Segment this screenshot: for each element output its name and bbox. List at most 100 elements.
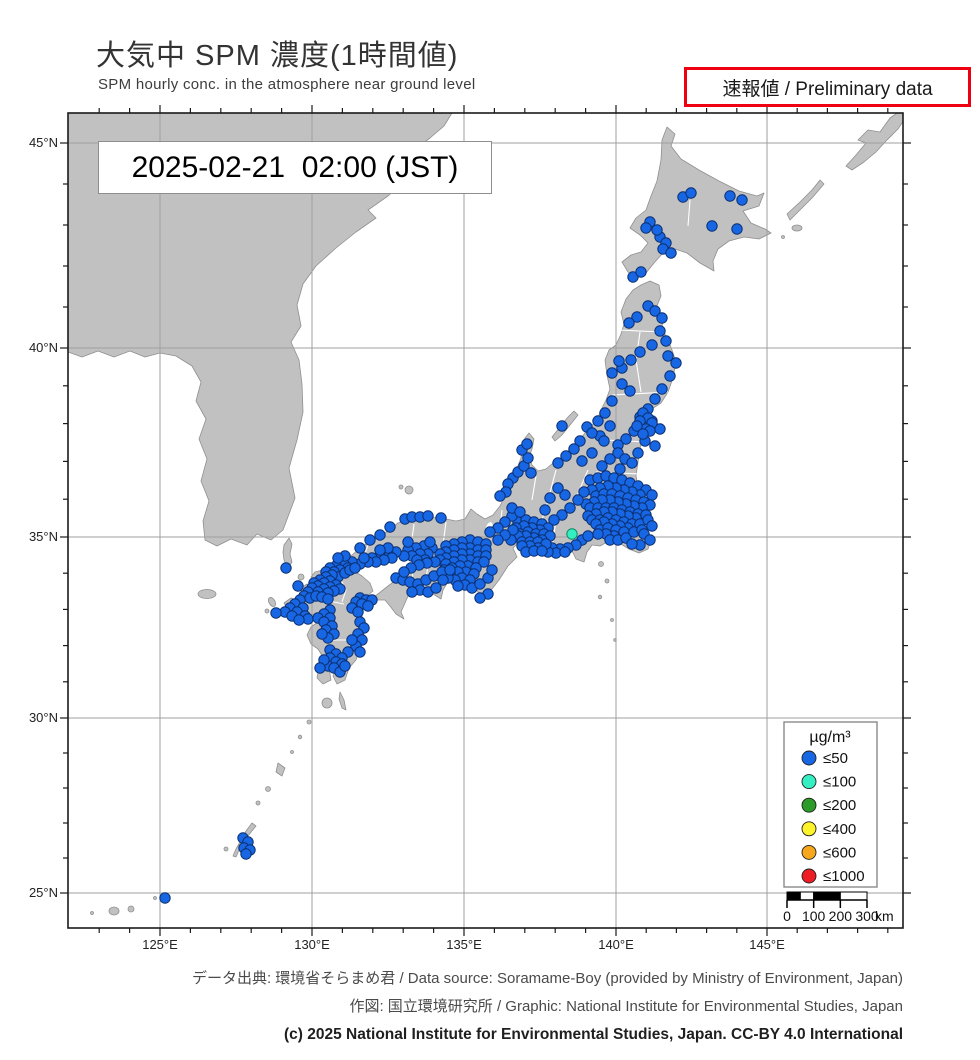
station-dot bbox=[631, 311, 643, 323]
station-dot bbox=[293, 614, 305, 626]
station-dot bbox=[384, 521, 396, 533]
lat-label: 25°N bbox=[29, 885, 58, 900]
station-dot bbox=[582, 530, 594, 542]
legend: µg/m³ ≤50 ≤100 ≤200 ≤400 ≤600 ≤1000 bbox=[783, 721, 878, 888]
station-dot bbox=[660, 335, 672, 347]
station-dot bbox=[599, 407, 611, 419]
station-dot bbox=[560, 450, 572, 462]
legend-box bbox=[783, 721, 878, 888]
legend-item-label: ≤1000 bbox=[823, 868, 865, 885]
legend-dot bbox=[801, 868, 817, 884]
station-dot bbox=[626, 538, 638, 550]
station-dot bbox=[478, 556, 490, 568]
station-dot bbox=[474, 592, 486, 604]
station-dot bbox=[623, 317, 635, 329]
station-dot bbox=[364, 534, 376, 546]
landmass-tokunoshima bbox=[265, 786, 271, 792]
station-dot bbox=[654, 325, 666, 337]
station-dot bbox=[292, 580, 304, 592]
station-dot bbox=[346, 634, 358, 646]
preliminary-data-badge: 速報値 / Preliminary data bbox=[684, 67, 971, 107]
station-dot bbox=[576, 455, 588, 467]
station-dot bbox=[656, 383, 668, 395]
landmass-amami bbox=[275, 762, 286, 777]
station-dot bbox=[402, 536, 414, 548]
station-dot bbox=[651, 224, 663, 236]
station-dot bbox=[444, 564, 456, 576]
station-dot bbox=[640, 222, 652, 234]
landmass-hokkaido bbox=[621, 126, 772, 278]
scalebar-segment bbox=[839, 891, 868, 901]
station-dot bbox=[635, 266, 647, 278]
station-dot bbox=[620, 433, 632, 445]
station-dot bbox=[574, 435, 586, 447]
station-dot bbox=[552, 457, 564, 469]
station-dot bbox=[606, 395, 618, 407]
station-dot bbox=[332, 552, 344, 564]
station-dot bbox=[354, 646, 366, 658]
landmass-shikotan bbox=[791, 224, 803, 232]
station-dot bbox=[452, 580, 464, 592]
landmass-oki2 bbox=[398, 484, 404, 490]
legend-item-label: ≤100 bbox=[823, 774, 856, 791]
scalebar-segment bbox=[786, 891, 801, 901]
scalebar-tick-label: 0 bbox=[783, 908, 791, 924]
landmass-habomai bbox=[781, 235, 785, 239]
station-dot bbox=[566, 528, 578, 540]
station-dot bbox=[604, 420, 616, 432]
stations-le50 bbox=[159, 187, 748, 904]
page-title: 大気中 SPM 濃度(1時間値) bbox=[96, 40, 459, 72]
legend-dot bbox=[801, 844, 817, 860]
lat-label: 40°N bbox=[29, 340, 58, 355]
station-dot bbox=[706, 220, 718, 232]
station-dot bbox=[358, 552, 370, 564]
landmass-ishigaki bbox=[127, 905, 135, 913]
scalebar-tick-label: 300 bbox=[855, 908, 879, 924]
landmass-iki bbox=[297, 573, 305, 581]
station-dot bbox=[559, 546, 571, 558]
lat-label: 30°N bbox=[29, 710, 58, 725]
lon-label: 135°E bbox=[446, 937, 482, 952]
axis-ticks bbox=[60, 105, 911, 936]
lon-label: 130°E bbox=[294, 937, 330, 952]
scalebar-tick-label: 200 bbox=[829, 908, 853, 924]
footer-graphic-credit: 作図: 国立環境研究所 / Graphic: National Institut… bbox=[349, 998, 903, 1015]
station-dot bbox=[598, 435, 610, 447]
station-dot bbox=[556, 509, 568, 521]
legend-item-label: ≤200 bbox=[823, 797, 856, 814]
station-dot bbox=[578, 486, 590, 498]
landmass-izu4 bbox=[610, 618, 614, 622]
station-dot bbox=[646, 339, 658, 351]
station-dot bbox=[685, 187, 697, 199]
station-dot bbox=[422, 510, 434, 522]
landmass-goto bbox=[267, 597, 277, 607]
station-dot bbox=[736, 194, 748, 206]
station-dot bbox=[521, 438, 533, 450]
station-dot bbox=[548, 514, 560, 526]
station-dot bbox=[362, 600, 374, 612]
station-dot bbox=[424, 536, 436, 548]
station-dot bbox=[314, 662, 326, 674]
footer-data-source: データ出典: 環境省そらまめ君 / Data source: Soramame-… bbox=[191, 970, 903, 987]
station-dot bbox=[632, 447, 644, 459]
station-dot bbox=[604, 453, 616, 465]
legend-dot bbox=[801, 821, 817, 837]
landmass-yonaguni bbox=[90, 911, 94, 915]
legend-title: µg/m³ bbox=[809, 729, 851, 746]
station-dot bbox=[613, 355, 625, 367]
station-dot bbox=[731, 223, 743, 235]
station-dot bbox=[592, 528, 604, 540]
station-dot bbox=[536, 545, 548, 557]
footer-copyright: (c) 2025 National Institute for Environm… bbox=[284, 1026, 903, 1043]
station-dot bbox=[625, 354, 637, 366]
scalebar-unit: km bbox=[875, 908, 894, 924]
station-dot bbox=[435, 512, 447, 524]
station-dot bbox=[406, 586, 418, 598]
station-dot bbox=[514, 506, 526, 518]
axis-labels: 45°N 40°N 35°N 30°N 25°N 125°E 130°E 135°E 140°E… bbox=[29, 135, 785, 952]
timestamp-box: 2025-02-21 02:00 (JST) bbox=[98, 141, 492, 194]
station-dot bbox=[596, 460, 608, 472]
station-dot bbox=[484, 526, 496, 538]
station-dot bbox=[352, 606, 364, 618]
